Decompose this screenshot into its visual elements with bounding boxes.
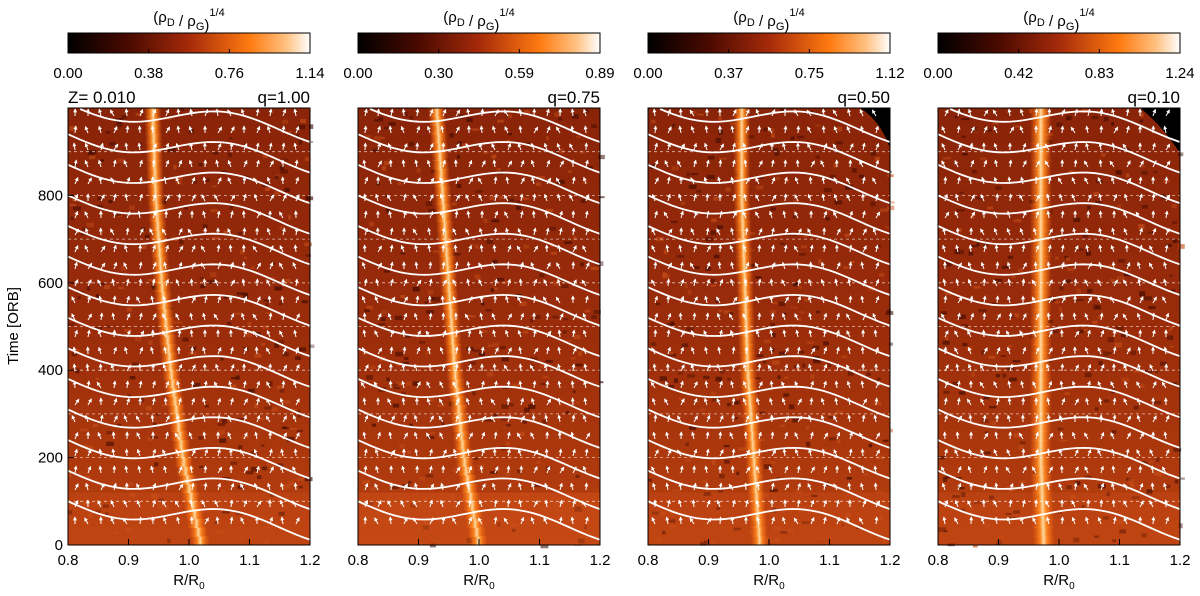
colorbar-tick-label: 0.38 — [134, 65, 163, 82]
panel-4: (ρD / ρG)1/4 0.00 0.42 0.83 1.24 q=0.10 0.8 0.9… — [923, 7, 1194, 592]
heatmap-area — [647, 108, 895, 546]
x-tick-label: 1.0 — [179, 552, 200, 569]
x-tick-label: 0.9 — [118, 552, 139, 569]
x-tick-label: 0.9 — [988, 552, 1009, 569]
colorbar-title: (ρD / ρG)1/4 — [153, 7, 224, 34]
x-tick-label: 1.1 — [1109, 552, 1130, 569]
velocity-arrows — [360, 108, 591, 525]
panel-2: (ρD / ρG)1/4 0.00 0.30 0.59 0.89 q=0.75 0.8 0.9… — [343, 7, 614, 592]
x-tick-label: 0.8 — [638, 552, 659, 569]
x-tick-label: 0.8 — [348, 552, 369, 569]
y-tick-label: 0 — [55, 537, 63, 554]
colorbar-tick-label: 0.00 — [633, 65, 662, 82]
q-annotation: q=0.50 — [838, 88, 890, 107]
x-tick-label: 1.1 — [529, 552, 550, 569]
panels: (ρD / ρG)1/4 0.00 0.38 0.76 1.14 q=1.00 0.8 0.9… — [38, 7, 1195, 592]
colorbar-tick-label: 0.30 — [424, 65, 453, 82]
q-annotation: q=0.10 — [1128, 88, 1180, 107]
colorbar-tick-label: 0.37 — [714, 65, 743, 82]
velocity-arrows — [940, 108, 1171, 525]
x-tick-label: 0.8 — [928, 552, 949, 569]
colorbar-tick-label: 0.75 — [795, 65, 824, 82]
x-tick-label: 1.2 — [1170, 552, 1191, 569]
y-axis-label: Time [ORB] — [5, 287, 22, 365]
colorbar-tick-label: 0.89 — [585, 65, 614, 82]
colorbar: (ρD / ρG)1/4 0.00 0.42 0.83 1.24 — [923, 7, 1194, 82]
y-tick-label: 400 — [38, 362, 63, 379]
x-tick-label: 1.0 — [1049, 552, 1070, 569]
x-tick-label: 1.2 — [300, 552, 321, 569]
panel-1: (ρD / ρG)1/4 0.00 0.38 0.76 1.14 q=1.00 0.8 0.9… — [38, 7, 325, 592]
x-tick-label: 1.0 — [759, 552, 780, 569]
colorbar-tick-label: 0.00 — [923, 65, 952, 82]
q-annotation: q=1.00 — [258, 88, 310, 107]
x-tick-label: 1.1 — [239, 552, 260, 569]
y-tick-label: 600 — [38, 275, 63, 292]
colorbar-tick-label: 1.24 — [1165, 65, 1194, 82]
x-axis-label: R/R0 — [753, 572, 785, 592]
colorbar-tick-label: 0.76 — [215, 65, 244, 82]
colorbar: (ρD / ρG)1/4 0.00 0.37 0.75 1.12 — [633, 7, 904, 82]
q-annotation: q=0.75 — [548, 88, 600, 107]
x-tick-label: 1.2 — [590, 552, 611, 569]
y-tick-label: 800 — [38, 187, 63, 204]
flow-lines — [647, 108, 891, 541]
x-axis-label: R/R0 — [1043, 572, 1075, 592]
colorbar-title: (ρD / ρG)1/4 — [443, 7, 514, 34]
colorbar-tick-label: 1.12 — [875, 65, 904, 82]
velocity-arrows — [71, 108, 300, 525]
heatmap-area — [67, 108, 315, 546]
x-tick-label: 0.9 — [408, 552, 429, 569]
colorbar-tick-label: 0.83 — [1085, 65, 1114, 82]
colorbar: (ρD / ρG)1/4 0.00 0.38 0.76 1.14 — [53, 7, 324, 82]
colorbar-title: (ρD / ρG)1/4 — [733, 7, 804, 34]
heatmap-area — [937, 108, 1185, 548]
x-tick-label: 0.8 — [58, 552, 79, 569]
y-tick-label: 200 — [38, 450, 63, 467]
colorbar-tick-label: 0.00 — [343, 65, 372, 82]
colorbar-tick-label: 0.59 — [505, 65, 534, 82]
velocity-arrows — [650, 108, 881, 525]
colorbar: (ρD / ρG)1/4 0.00 0.30 0.59 0.89 — [343, 7, 614, 82]
x-axis-label: R/R0 — [463, 572, 495, 592]
x-axis-label: R/R0 — [173, 572, 205, 592]
x-tick-label: 1.0 — [469, 552, 490, 569]
x-tick-label: 1.1 — [819, 552, 840, 569]
colorbar-tick-label: 1.14 — [295, 65, 324, 82]
heatmap-area — [357, 108, 605, 549]
z-label: Z= 0.010 — [68, 88, 136, 107]
colorbar-tick-label: 0.42 — [1004, 65, 1033, 82]
colorbar-title: (ρD / ρG)1/4 — [1023, 7, 1094, 34]
colorbar-tick-label: 0.00 — [53, 65, 82, 82]
panel-3: (ρD / ρG)1/4 0.00 0.37 0.75 1.12 q=0.50 0.8 0.9… — [633, 7, 904, 592]
x-tick-label: 0.9 — [698, 552, 719, 569]
x-tick-label: 1.2 — [880, 552, 901, 569]
